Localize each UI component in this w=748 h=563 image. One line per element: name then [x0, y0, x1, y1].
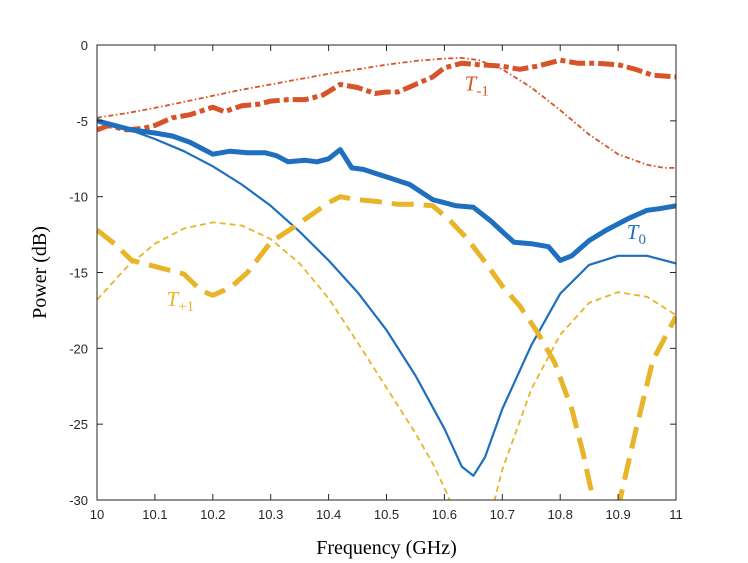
x-axis-title: Frequency (GHz): [316, 537, 457, 559]
x-tick-label: 10.8: [548, 507, 573, 522]
y-tick-label: 0: [81, 38, 88, 53]
x-tick-label: 10.6: [432, 507, 457, 522]
series-line-t-1-simulated: [97, 57, 676, 169]
axes-layer: 10 10.1 10.2 10.3 10.4 10.5 10.6 10.7 10.8 10.9 11…: [69, 38, 683, 522]
series-line-t-1-measured: [97, 57, 676, 133]
x-tick-label: 11: [669, 507, 683, 522]
series-line-t0-measured: [97, 118, 676, 263]
y-axis-title: Power (dB): [29, 226, 51, 319]
y-tick-label: -20: [69, 341, 88, 356]
x-tick-label: 10.1: [142, 507, 167, 522]
plot-area: [97, 45, 676, 500]
series-line-t-1-simulated: [97, 221, 676, 500]
y-tick-label: -30: [69, 493, 88, 508]
series-label-t-plus-1: T+1: [166, 287, 194, 315]
x-tick-label: 10: [90, 507, 104, 522]
series-label-t-zero: T0: [627, 220, 646, 248]
series-line-t-1-measured: [97, 194, 676, 500]
y-tick-label: -15: [69, 266, 88, 281]
y-tick-label: -5: [76, 114, 88, 129]
y-tick-label: -10: [69, 190, 88, 205]
series-label-t-minus-1: T-1: [465, 72, 489, 100]
x-tick-label: 10.2: [200, 507, 225, 522]
series-layer: [97, 57, 676, 500]
x-tick-label: 10.9: [605, 507, 630, 522]
labels-layer: T-1 T0 T+1: [166, 72, 645, 315]
x-tick-label: 10.5: [374, 507, 399, 522]
series-line-t0-simulated: [97, 118, 676, 477]
x-tick-label: 10.4: [316, 507, 341, 522]
y-tick-label: -25: [69, 417, 88, 432]
x-tick-label: 10.3: [258, 507, 283, 522]
x-tick-label: 10.7: [490, 507, 515, 522]
